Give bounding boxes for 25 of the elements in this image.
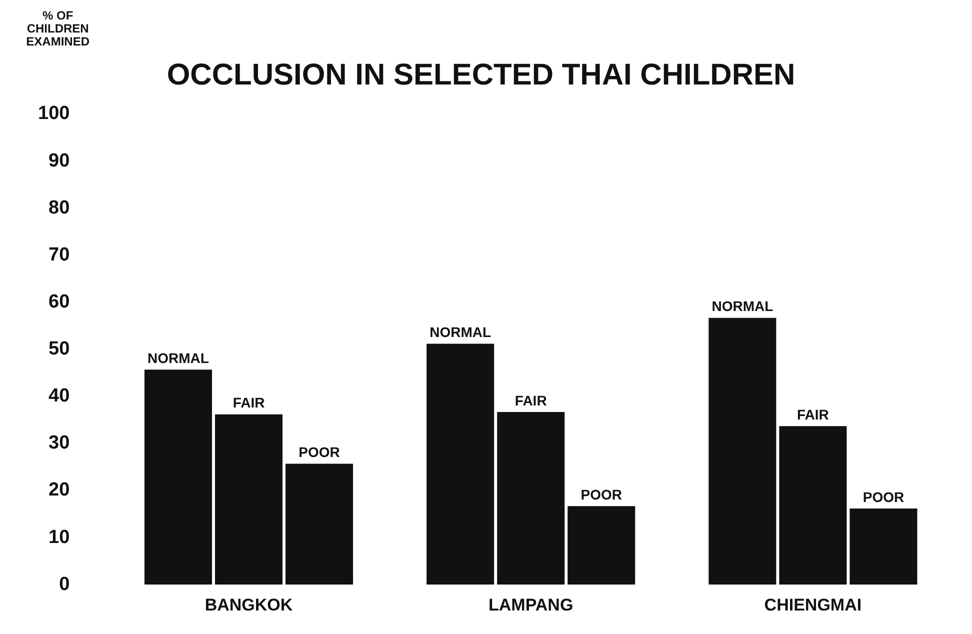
text: NORMAL: [712, 298, 774, 314]
y-tick-label: 80: [48, 197, 70, 218]
text: FAIR: [797, 406, 829, 422]
text: NORMAL: [430, 324, 492, 340]
y-tick-label: 90: [48, 150, 70, 172]
series-label: POOR: [298, 444, 340, 460]
y-axis-title: % OF CHILDREN EXAMINED: [26, 8, 90, 48]
series-label: FAIR: [232, 394, 265, 411]
y-tick-label: 70: [48, 244, 70, 266]
y-tick-label: 10: [48, 526, 70, 548]
y-tick-label: 20: [48, 480, 70, 501]
y-tick-label: 0: [59, 574, 70, 595]
y-tick-label: 60: [48, 291, 70, 312]
text: POOR: [580, 486, 622, 502]
series-label: NORMAL: [148, 350, 210, 366]
y-tick-label: 50: [48, 338, 70, 360]
y-tick-label: 30: [48, 432, 70, 454]
y-tick-label: 100: [38, 103, 70, 124]
x-tick-label: BANGKOK: [204, 595, 294, 614]
x-tick-label: LAMPANG: [488, 595, 574, 614]
chart-title: OCCLUSION IN SELECTED THAI CHILDREN: [166, 58, 796, 92]
text: FAIR: [514, 392, 547, 408]
x-tick-label: CHIENGMAI: [764, 595, 862, 614]
text: POOR: [862, 488, 904, 505]
y-tick-label: 40: [48, 386, 70, 407]
